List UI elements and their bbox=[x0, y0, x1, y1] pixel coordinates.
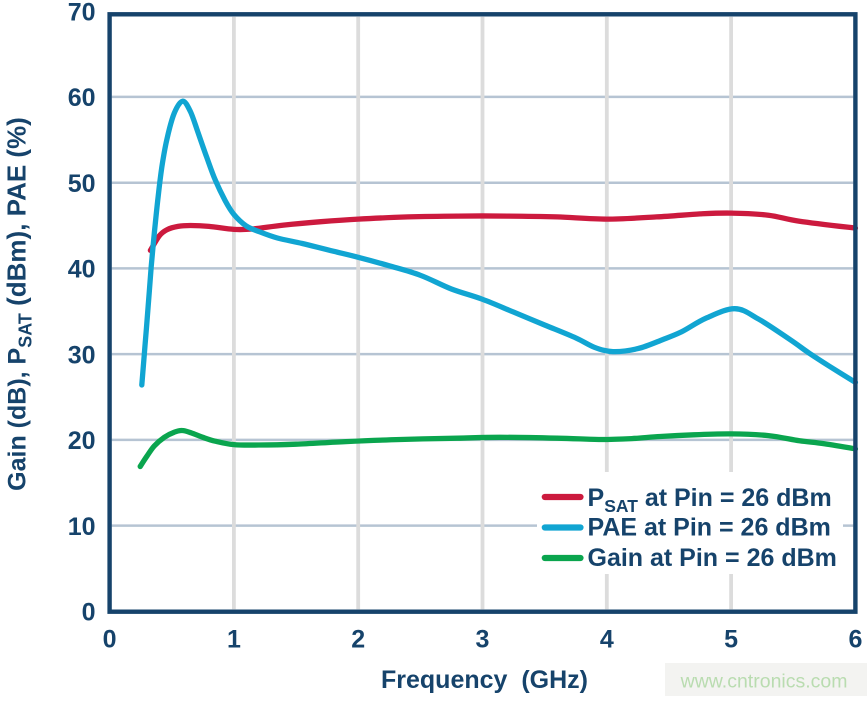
svg-text:60: 60 bbox=[68, 84, 96, 112]
svg-text:Frequency (GHz): Frequency (GHz) bbox=[381, 666, 588, 694]
svg-text:Gain (dB), PSAT (dBm), PAE (%): Gain (dB), PSAT (dBm), PAE (%) bbox=[2, 117, 36, 491]
svg-text:2: 2 bbox=[351, 626, 365, 654]
svg-text:30: 30 bbox=[68, 341, 96, 369]
svg-text:0: 0 bbox=[82, 599, 96, 627]
svg-text:70: 70 bbox=[68, 0, 96, 26]
svg-text:10: 10 bbox=[68, 513, 96, 541]
svg-text:50: 50 bbox=[68, 170, 96, 198]
svg-text:Gain at Pin = 26 dBm: Gain at Pin = 26 dBm bbox=[588, 544, 837, 572]
svg-text:40: 40 bbox=[68, 256, 96, 284]
svg-text:www.cntronics.com: www.cntronics.com bbox=[680, 671, 848, 693]
svg-text:5: 5 bbox=[724, 626, 738, 654]
svg-text:6: 6 bbox=[848, 626, 862, 654]
svg-text:1: 1 bbox=[227, 626, 241, 654]
svg-text:4: 4 bbox=[600, 626, 614, 654]
svg-text:20: 20 bbox=[68, 427, 96, 455]
svg-text:0: 0 bbox=[103, 626, 117, 654]
svg-text:3: 3 bbox=[476, 626, 490, 654]
svg-text:PAE at Pin = 26 dBm: PAE at Pin = 26 dBm bbox=[588, 513, 831, 541]
